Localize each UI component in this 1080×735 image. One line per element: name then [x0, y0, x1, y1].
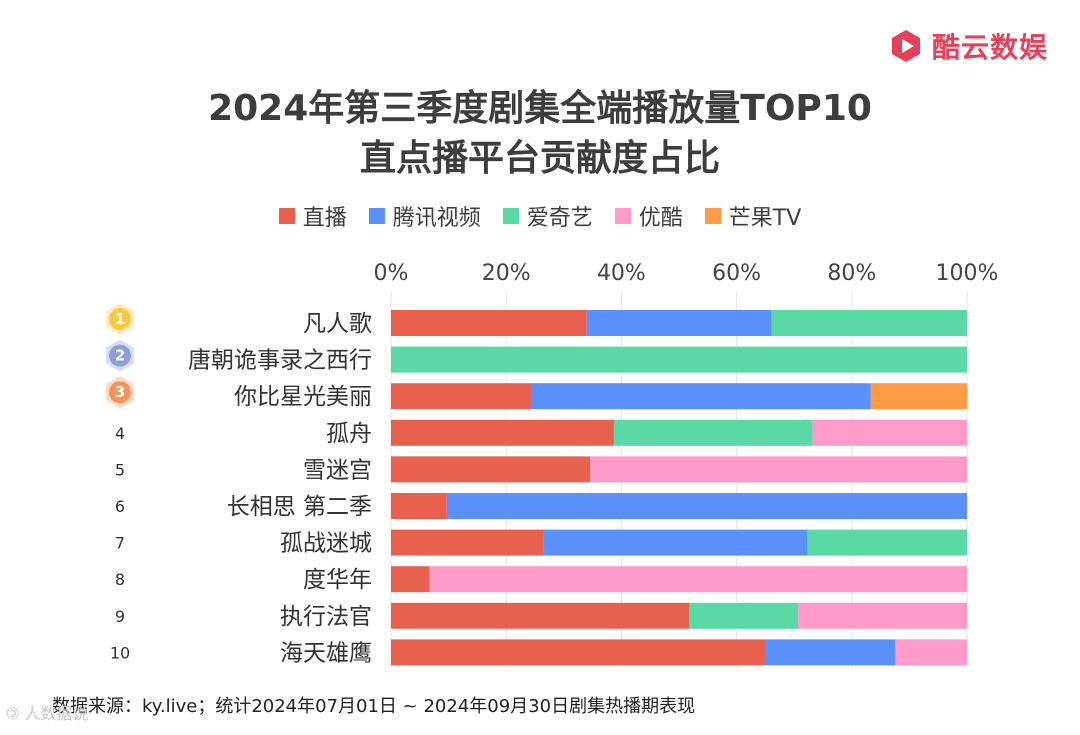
bar-segment [446, 493, 967, 519]
x-tick-label: 20% [482, 261, 531, 286]
bar-segment [391, 493, 447, 519]
bar-segment [870, 383, 967, 410]
rank-number: 8 [115, 570, 125, 589]
rank-number: 9 [115, 607, 125, 626]
rank-number: 3 [115, 383, 125, 401]
bar-segment [391, 419, 614, 446]
bar-segment [798, 602, 967, 629]
watermark: 🄯 人数据说 [6, 704, 89, 723]
category-label: 凡人歌 [303, 311, 372, 337]
rank-number: 10 [110, 643, 130, 662]
x-tick-label: 0% [374, 261, 409, 286]
legend-label: 优酷 [638, 206, 683, 231]
rank-badge [109, 308, 131, 330]
category-label: 孤舟 [326, 421, 372, 447]
legend-swatch [614, 208, 631, 224]
title-line-2: 直点播平台贡献度占比 [359, 138, 720, 179]
brand: 酷云数娱 [888, 26, 1048, 66]
bar-segment [391, 310, 587, 336]
play-logo-icon [891, 30, 920, 62]
rank-number: 5 [115, 460, 125, 479]
x-tick-label: 40% [597, 261, 646, 286]
category-label: 长相思 第二季 [227, 494, 372, 520]
category-label: 你比星光美丽 [234, 384, 372, 410]
legend: 直播 腾讯视频 爱奇艺 优酷 芒果TV [0, 200, 1080, 232]
rank-number: 2 [115, 347, 125, 365]
bar-segment [895, 639, 967, 666]
legend-swatch [368, 208, 385, 224]
x-tick-label: 60% [712, 261, 761, 286]
bar-segment [807, 529, 967, 556]
category-label: 孤战迷城 [280, 531, 372, 557]
bar-segment [391, 383, 531, 410]
bar-segment [391, 346, 967, 373]
bar-segment [765, 639, 895, 666]
bar-segment [812, 419, 967, 446]
rank-badge [109, 344, 131, 367]
title-line-1: 2024年第三季度剧集全端播放量TOP10 [208, 88, 872, 129]
category-label: 执行法官 [280, 604, 372, 630]
brand-name: 酷云数娱 [931, 31, 1048, 64]
rank-number: 1 [115, 310, 125, 328]
legend-item: 直播 [278, 200, 347, 232]
x-tick-label: 100% [936, 261, 999, 286]
bar-segment [586, 310, 772, 336]
bar-segment [391, 566, 430, 593]
x-tick-label: 80% [827, 261, 876, 286]
legend-item: 爱奇艺 [502, 200, 593, 232]
legend-swatch [278, 208, 295, 224]
legend-label: 腾讯视频 [392, 206, 481, 231]
rank-number: 4 [115, 424, 125, 443]
rank-number: 6 [115, 497, 125, 516]
legend-label: 芒果TV [728, 206, 802, 231]
data-source-note: 数据来源：ky.live；统计2024年07月01日 ~ 2024年09月30日… [52, 696, 696, 717]
bar-segment [429, 566, 967, 593]
bar-segment [530, 383, 871, 410]
bar-segment [391, 602, 690, 629]
legend-swatch [704, 208, 721, 224]
bar-segment [391, 639, 766, 666]
category-label: 海天雄鹰 [280, 640, 372, 666]
category-label: 度华年 [303, 567, 372, 593]
bar-segment [391, 456, 591, 483]
rank-number: 7 [115, 534, 125, 553]
bar-segment [771, 310, 967, 336]
bar-segment [543, 529, 808, 556]
bar-segment [590, 456, 967, 483]
legend-label: 直播 [302, 206, 347, 231]
bar-segment [391, 529, 544, 556]
rank-badge [109, 381, 131, 404]
bar-segment [689, 602, 799, 629]
legend-item: 优酷 [614, 200, 683, 232]
legend-item: 芒果TV [704, 200, 802, 232]
category-label: 雪迷宫 [303, 457, 372, 483]
legend-swatch [502, 208, 519, 224]
chart-title: 2024年第三季度剧集全端播放量TOP10 直点播平台贡献度占比 [0, 84, 1080, 184]
legend-item: 腾讯视频 [368, 200, 481, 232]
bar-segment [613, 419, 813, 446]
legend-label: 爱奇艺 [526, 206, 593, 231]
category-label: 唐朝诡事录之西行 [188, 348, 372, 374]
